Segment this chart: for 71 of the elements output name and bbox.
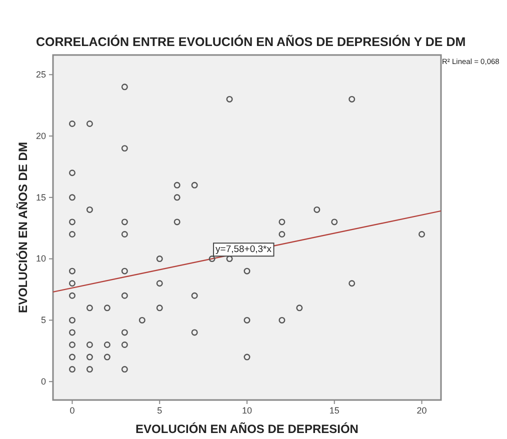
- point: [68, 170, 76, 176]
- point: [174, 218, 180, 226]
- point: [121, 231, 128, 238]
- point: [86, 354, 93, 360]
- point: [138, 316, 146, 324]
- chart-title: CORRELACIÓN ENTRE EVOLUCIÓN EN AÑOS DE DEPRESIÓN Y DE DM: [36, 34, 466, 49]
- point: [68, 231, 76, 238]
- point: [226, 256, 233, 262]
- point: [121, 218, 128, 226]
- y-tick-label: 15: [36, 192, 46, 202]
- y-tick-label: 0: [40, 376, 46, 386]
- point: [278, 231, 286, 238]
- annotation: y=7,58+0,3*x: [216, 244, 272, 256]
- point: [208, 256, 216, 262]
- point: [68, 354, 76, 360]
- point: [86, 304, 93, 312]
- x-tick-label: 10: [242, 405, 252, 416]
- y-tick-label: 25: [36, 70, 46, 80]
- point: [348, 96, 356, 102]
- x-tick-label: 0: [70, 405, 75, 416]
- point: [244, 354, 250, 360]
- point: [418, 231, 426, 238]
- point: [68, 218, 76, 226]
- point: [174, 194, 180, 201]
- point: [68, 120, 76, 127]
- point: [121, 329, 128, 336]
- point: [121, 342, 128, 348]
- point: [191, 329, 198, 336]
- x-tick-label: 20: [416, 405, 427, 416]
- point: [121, 366, 128, 373]
- point: [278, 218, 286, 226]
- x-tick-label: 5: [157, 405, 162, 416]
- point: [331, 218, 338, 226]
- point: [296, 304, 303, 312]
- point: [348, 280, 356, 287]
- point: [86, 342, 93, 348]
- point: [68, 316, 76, 324]
- point: [278, 316, 286, 324]
- point: [104, 354, 110, 360]
- point: [244, 268, 250, 274]
- point: [68, 342, 76, 348]
- point: [244, 316, 250, 324]
- point: [191, 292, 198, 299]
- point: [314, 206, 320, 213]
- y-tick-label: 10: [36, 254, 46, 264]
- point: [86, 366, 93, 373]
- point: [68, 280, 76, 287]
- point: [226, 96, 233, 102]
- point: [86, 120, 93, 127]
- point: [121, 145, 128, 152]
- point: [68, 268, 76, 274]
- point: [191, 182, 198, 188]
- point: [68, 194, 76, 201]
- point: [156, 280, 163, 287]
- x-axis-title: EVOLUCIÓN EN AÑOS DE DEPRESIÓN: [136, 422, 358, 436]
- point: [156, 256, 163, 262]
- point: [68, 329, 76, 336]
- point: [121, 268, 128, 274]
- x-tick-label: 15: [329, 405, 340, 416]
- y-tick-label: 5: [40, 315, 46, 326]
- point: [104, 304, 110, 312]
- point: [86, 206, 93, 213]
- point: [104, 342, 110, 348]
- y-axis-title: EVOLUCIÓN EN AÑOS DE DM: [16, 142, 30, 313]
- point: [121, 84, 128, 90]
- point: [174, 182, 180, 188]
- point: [156, 304, 163, 312]
- point: [68, 366, 76, 373]
- y-tick-label: 20: [36, 130, 46, 141]
- point: [68, 292, 76, 299]
- point: [121, 292, 128, 299]
